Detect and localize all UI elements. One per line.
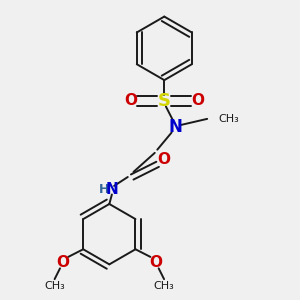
Text: O: O — [150, 255, 163, 270]
Text: O: O — [56, 255, 69, 270]
Text: CH₃: CH₃ — [44, 281, 65, 291]
Text: CH₃: CH₃ — [218, 114, 239, 124]
Text: O: O — [124, 93, 137, 108]
Text: O: O — [157, 152, 170, 167]
Text: N: N — [169, 118, 182, 136]
Text: N: N — [106, 182, 118, 197]
Text: O: O — [191, 93, 204, 108]
Text: H: H — [98, 183, 109, 196]
Text: CH₃: CH₃ — [154, 281, 174, 291]
Text: S: S — [158, 92, 171, 110]
